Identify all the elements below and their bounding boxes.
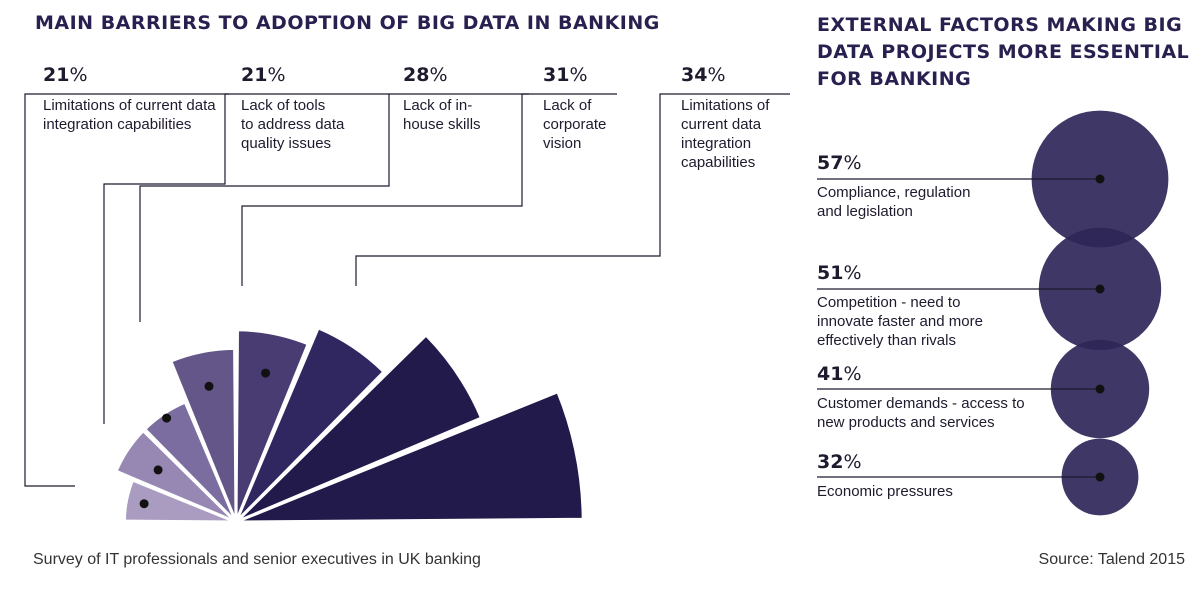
factor-percent: 57% (817, 152, 862, 174)
survey-note: Survey of IT professionals and senior ex… (33, 551, 481, 568)
slice-percent: 56% (642, 409, 687, 431)
fan-slice (142, 400, 238, 524)
factor-percent-unit: % (843, 363, 861, 385)
factor-label-line: effectively than rivals (817, 332, 956, 349)
barrier-percent-unit: % (267, 64, 285, 86)
fan-slice (234, 332, 484, 524)
barrier-label-line: to address data (241, 116, 345, 133)
factor-dot (1095, 472, 1105, 482)
barrier-percent-unit: % (569, 64, 587, 86)
factor-percent-value: 41 (817, 363, 843, 385)
barrier-label-line: Limitations of (681, 97, 770, 114)
slice-percent: 43% (485, 292, 530, 314)
leader-line (139, 93, 529, 322)
factor-dot (1095, 174, 1105, 184)
barrier-label: Lack of corporate vision (543, 97, 606, 152)
fan-slice (168, 346, 238, 523)
barrier-label-line: Limitations of current data (43, 97, 216, 114)
factor-percent: 41% (817, 363, 862, 385)
factor-label-line: new products and services (817, 414, 995, 431)
barrier-label-line: quality issues (241, 135, 331, 152)
barrier-label-line: current data (681, 116, 762, 133)
factor-label-line: Competition - need to (817, 294, 960, 311)
leader-dot (153, 465, 163, 475)
barrier-percent-unit: % (429, 64, 447, 86)
leader-line (355, 93, 790, 286)
factor-percent-unit: % (843, 451, 861, 473)
factor-percent-value: 57 (817, 152, 843, 174)
factor-label: Customer demands - access to new products… (817, 395, 1025, 431)
barrier-label-line: Lack of in- (403, 97, 472, 114)
factor-label-line: Customer demands - access to (817, 395, 1025, 412)
factor-label-line: innovate faster and more (817, 313, 983, 330)
fan-slice (234, 328, 311, 523)
barrier-label-line: integration capabilities (43, 116, 191, 133)
slice-percent-unit: % (511, 292, 529, 314)
barrier-label: Lack of in-house skills (403, 97, 481, 133)
factor-label-line: Economic pressures (817, 483, 953, 500)
barrier-percent-value: 28 (403, 64, 429, 86)
barrier-label: Lack of tools to address data quality issu… (241, 97, 345, 152)
factor-percent-unit: % (843, 262, 861, 284)
barrier-label-line: Lack of tools (241, 97, 325, 114)
barrier-percent: 34% (681, 64, 726, 86)
barrier-label-line: capabilities (681, 154, 755, 171)
slice-percent-value: 56 (642, 409, 668, 431)
fan-slice (114, 428, 238, 524)
factor-percent: 32% (817, 451, 862, 473)
right-chart-title: EXTERNAL FACTORS MAKING BIG DATA PROJECT… (817, 14, 1190, 90)
factor-label-line: Compliance, regulation (817, 184, 970, 201)
barrier-label-line: corporate (543, 116, 606, 133)
fan-chart (114, 325, 585, 524)
factor-percent: 51% (817, 262, 862, 284)
factor-percent-unit: % (843, 152, 861, 174)
barrier-percent-value: 31 (543, 64, 569, 86)
leader-dot (139, 499, 149, 509)
slice-percent-value: 43 (485, 292, 511, 314)
leader-dot (204, 381, 214, 391)
barrier-label: Limitations of current data integration c… (43, 97, 216, 133)
left-chart-title: MAIN BARRIERS TO ADOPTION OF BIG DATA IN… (35, 12, 660, 34)
slice-percent-unit: % (668, 409, 686, 431)
barrier-percent-unit: % (69, 64, 87, 86)
slice-label-line: Cost of investment (602, 436, 727, 453)
leader-line (241, 93, 617, 286)
factor-label: Compliance, regulation and legislation (817, 184, 970, 220)
factor-dot (1095, 384, 1105, 394)
barrier-label: Limitations of current data integration cap… (681, 97, 770, 171)
barrier-percent-value: 21 (241, 64, 267, 86)
barrier-percent: 28% (403, 64, 448, 86)
factor-percent-value: 32 (817, 451, 843, 473)
bubble-chart (1031, 110, 1169, 516)
barrier-percent: 21% (241, 64, 286, 86)
barrier-percent-value: 34 (681, 64, 707, 86)
barrier-percent-value: 21 (43, 64, 69, 86)
factor-dot (1095, 284, 1105, 294)
slice-label: Legacy systems (453, 318, 561, 335)
fan-slice (235, 389, 585, 524)
leader-dot (162, 413, 172, 423)
barrier-label-line: vision (543, 135, 581, 152)
slice-label: Cost of investment (602, 436, 727, 453)
barrier-label-line: integration (681, 135, 751, 152)
fan-slice (234, 325, 387, 524)
factor-label: Economic pressures (817, 483, 953, 500)
factor-label: Competition - need to innovate faster and… (817, 294, 983, 349)
barrier-percent: 31% (543, 64, 588, 86)
barrier-label-line: Lack of (543, 97, 592, 114)
source-note: Source: Talend 2015 (1038, 551, 1185, 568)
barrier-label-line: house skills (403, 116, 481, 133)
barrier-percent-unit: % (707, 64, 725, 86)
barrier-percent: 21% (43, 64, 88, 86)
factor-percent-value: 51 (817, 262, 843, 284)
leader-line (103, 93, 389, 424)
leader-dot (261, 368, 271, 378)
factor-label-line: and legislation (817, 203, 913, 220)
slice-label-line: Legacy systems (453, 318, 561, 335)
leader-line (24, 93, 229, 487)
